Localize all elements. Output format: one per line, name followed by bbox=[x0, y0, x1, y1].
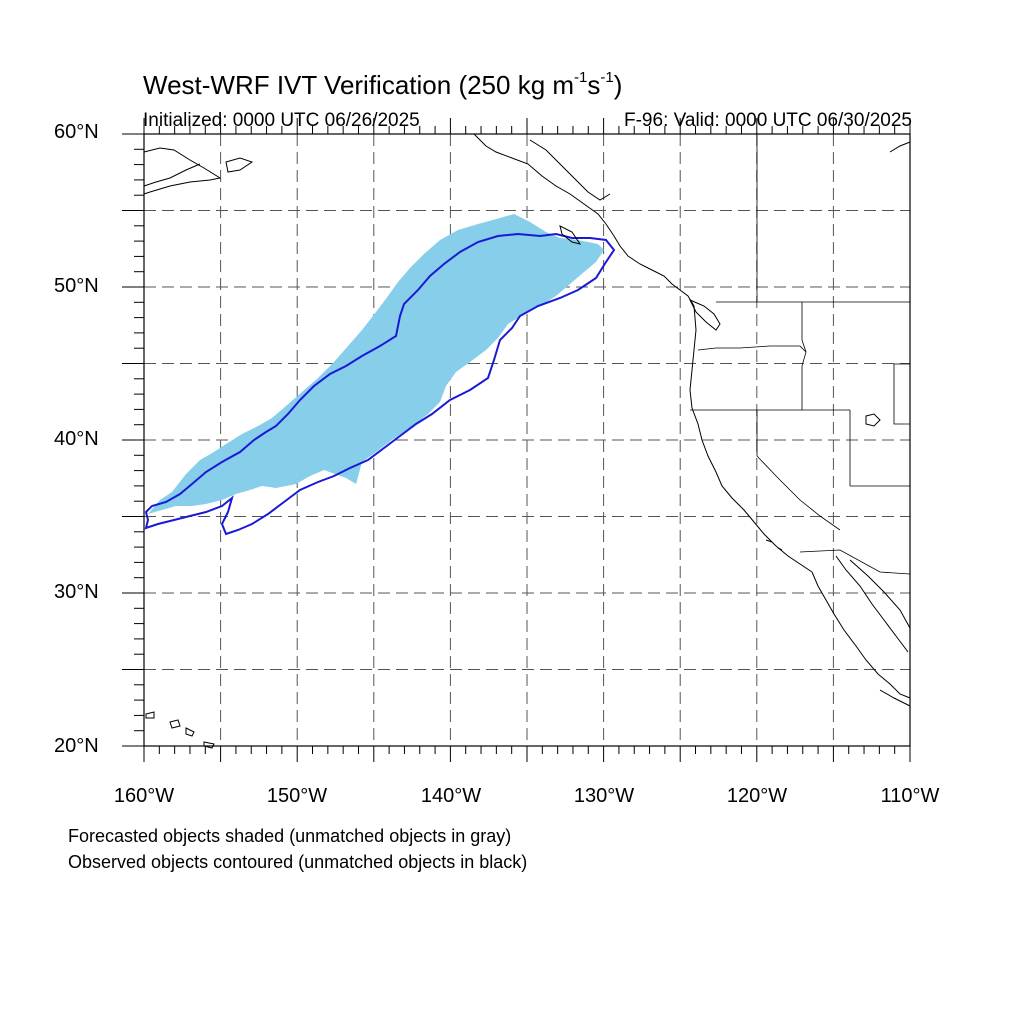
island-kodiak bbox=[225, 157, 254, 173]
legend-note-forecast: Forecasted objects shaded (unmatched obj… bbox=[68, 826, 512, 846]
coastline-gulf-california bbox=[835, 555, 909, 653]
channel-islands bbox=[765, 539, 783, 551]
island-hawaii-2 bbox=[169, 719, 181, 729]
lon-label: 140°W bbox=[420, 785, 482, 807]
observed-ivt-contour bbox=[144, 232, 616, 536]
lat-label: 60°N bbox=[54, 121, 99, 143]
map-frame bbox=[143, 133, 911, 747]
lat-label: 40°N bbox=[54, 428, 99, 450]
lon-label: 120°W bbox=[726, 785, 788, 807]
coastline-baja bbox=[811, 571, 911, 699]
coastline-alaska-inner bbox=[529, 139, 611, 201]
coastline-layer bbox=[143, 133, 911, 749]
chart-title: West-WRF IVT Verification (250 kg m-1s-1… bbox=[143, 69, 623, 100]
forecast-ivt-object bbox=[148, 214, 604, 514]
coastline-canada-north bbox=[889, 141, 911, 153]
lon-label: 160°W bbox=[113, 785, 175, 807]
island-queen-charlotte bbox=[559, 225, 582, 245]
initialized-label: Initialized: 0000 UTC 06/26/2025 bbox=[143, 110, 420, 131]
border-idaho-west bbox=[801, 302, 807, 410]
lon-label: 150°W bbox=[266, 785, 328, 807]
political-borders bbox=[690, 134, 911, 575]
coastline-mexico-mainland bbox=[849, 559, 911, 629]
legend-note-observed: Observed objects contoured (unmatched ob… bbox=[68, 852, 528, 872]
coastline-us-west bbox=[689, 305, 813, 573]
coastline-alaska-west bbox=[143, 147, 222, 195]
border-wyoming-west bbox=[893, 363, 910, 425]
coastline-alaska-southwest bbox=[143, 163, 201, 187]
border-washington-oregon bbox=[697, 345, 807, 353]
lon-label: 130°W bbox=[573, 785, 635, 807]
great-salt-lake bbox=[865, 413, 881, 427]
island-hawaii-3 bbox=[185, 727, 195, 737]
island-vancouver bbox=[688, 299, 721, 331]
lat-label: 50°N bbox=[54, 275, 99, 297]
island-hawaii-1 bbox=[145, 711, 155, 719]
graticule bbox=[144, 134, 910, 746]
coastline-alaska bbox=[473, 133, 695, 307]
border-mexico bbox=[799, 549, 911, 575]
island-hawaii-4 bbox=[203, 741, 215, 749]
valid-label: F-96: Valid: 0000 UTC 06/30/2025 bbox=[624, 110, 912, 131]
lat-label: 20°N bbox=[54, 735, 99, 757]
axis-ticks bbox=[122, 118, 911, 762]
border-california-nevada bbox=[756, 410, 841, 531]
lon-label: 110°W bbox=[880, 785, 940, 807]
coastline-mexico-south bbox=[879, 689, 911, 707]
lat-label: 30°N bbox=[54, 581, 99, 603]
